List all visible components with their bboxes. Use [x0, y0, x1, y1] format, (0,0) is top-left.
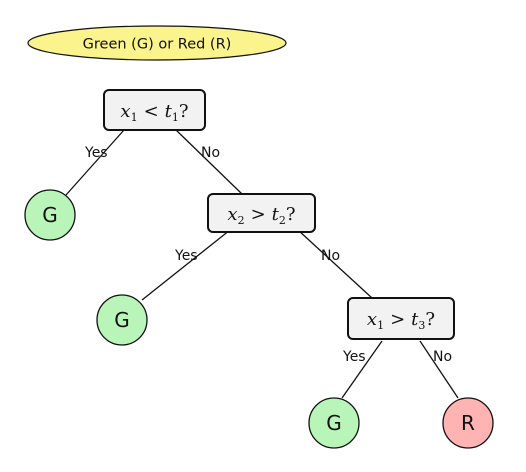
decision-node-1 [103, 89, 206, 131]
edge-label-n1-yes: Yes [84, 145, 108, 161]
leaf-node-4 [442, 397, 494, 449]
edge-label-n2-no: No [321, 248, 340, 264]
title-ellipse [27, 25, 287, 61]
leaf-node-3 [308, 397, 360, 449]
edge-label-n1-no: No [201, 145, 220, 161]
leaf-node-1 [24, 189, 76, 241]
edge-n1-no [175, 129, 243, 195]
edge-n3-no [419, 340, 459, 399]
edge-n1-yes [65, 129, 125, 196]
leaf-node-4-label: R [461, 411, 475, 435]
leaf-node-3-label: G [326, 411, 342, 435]
edge-label-n3-yes: Yes [342, 349, 366, 365]
title-text: Green (G) or Red (R) [83, 37, 232, 53]
decision-node-3 [347, 297, 455, 340]
edge-label-n3-no: No [433, 349, 452, 365]
leaf-node-2 [96, 294, 148, 346]
leaf-node-2-label: G [114, 308, 130, 332]
leaf-node-1-label: G [42, 203, 58, 227]
edge-n2-no [297, 229, 373, 299]
edge-n2-yes [141, 229, 231, 301]
decision-node-2 [207, 193, 316, 233]
decision-node-2-label: x2 > t2? [227, 204, 295, 227]
decision-node-3-label: x1 > t3? [367, 309, 435, 332]
decision-node-1-label: x1 < t1? [120, 101, 188, 124]
edge-n3-yes [341, 340, 383, 399]
edge-label-n2-yes: Yes [174, 248, 198, 264]
